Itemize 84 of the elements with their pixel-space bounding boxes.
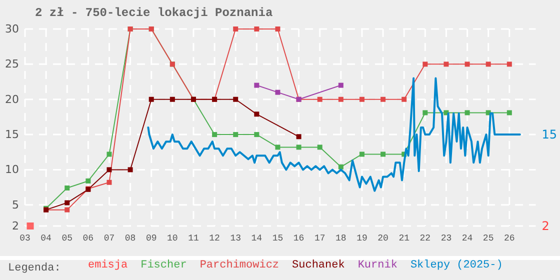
point — [233, 132, 238, 138]
point — [317, 96, 322, 102]
line-series — [147, 77, 521, 192]
point — [254, 82, 260, 88]
x-tick-label: 10 — [167, 234, 178, 244]
point — [64, 200, 70, 206]
x-tick-label: 20 — [378, 234, 388, 244]
x-tick-label: 24 — [462, 234, 473, 244]
point — [380, 152, 386, 157]
y-tick-label: 10 — [5, 163, 19, 176]
point — [317, 144, 322, 150]
point — [380, 96, 386, 102]
point — [338, 82, 344, 88]
y-tick-label: 20 — [5, 92, 19, 106]
point — [106, 152, 112, 157]
point — [254, 132, 260, 138]
x-tick-label: 03 — [20, 234, 30, 244]
x-tick-label: 18 — [336, 234, 346, 244]
x-tick-label: 22 — [420, 234, 431, 244]
point — [296, 144, 302, 150]
point — [359, 96, 364, 102]
x-tick-label: 17 — [314, 234, 326, 244]
point — [506, 62, 512, 67]
y2-tick-label: 15 — [542, 128, 558, 142]
text: Kurnik — [358, 260, 398, 272]
point — [233, 96, 238, 102]
x-tick-label: 23 — [440, 234, 452, 244]
x-tick-label: 05 — [62, 234, 73, 244]
y-tick-label: 5 — [12, 198, 19, 212]
text: emisja — [88, 260, 128, 272]
x-tick-label: 16 — [293, 234, 304, 244]
point — [422, 110, 428, 116]
point — [106, 180, 112, 185]
point — [64, 186, 70, 191]
point — [464, 110, 470, 116]
point — [26, 222, 34, 230]
text: Suchanek — [292, 260, 346, 272]
y-tick-label: 2 — [12, 220, 19, 232]
point — [64, 207, 70, 212]
x-tick-label: 11 — [188, 234, 199, 244]
point — [464, 62, 470, 67]
x-tick-label: 13 — [230, 234, 242, 244]
point — [148, 96, 154, 102]
point — [402, 96, 407, 102]
point — [359, 152, 364, 157]
y-tick-label: 30 — [5, 22, 19, 36]
chart-title: 2 zł - 750-lecie lokacji Poznania — [35, 6, 273, 20]
x-tick-label: 08 — [124, 234, 136, 244]
y-tick-label: 25 — [5, 58, 19, 71]
point — [338, 164, 344, 170]
x-tick-label: 04 — [40, 234, 52, 244]
point — [486, 62, 491, 67]
point — [86, 178, 91, 184]
x-tick-label: 21 — [398, 234, 410, 244]
x-tick-label: 19 — [356, 234, 368, 244]
x-tick-label: 09 — [146, 234, 157, 244]
point — [275, 90, 280, 95]
point — [422, 62, 428, 67]
point — [233, 26, 238, 32]
x-tick-label: 15 — [272, 234, 284, 244]
point — [170, 96, 175, 102]
text: Fischer — [140, 260, 187, 272]
x-tick-label: 26 — [504, 234, 515, 244]
point — [275, 144, 280, 150]
x-tick-label: 14 — [251, 234, 262, 244]
legend-title: Legenda: — [8, 262, 61, 274]
point — [444, 62, 449, 67]
point — [275, 26, 280, 32]
x-tick-label: 12 — [209, 234, 220, 244]
text: Parchimowicz — [200, 260, 280, 272]
y2-tick-label: 2 — [542, 219, 550, 233]
x-tick-label: 06 — [82, 234, 94, 244]
point — [254, 26, 260, 32]
point — [106, 167, 112, 172]
point — [338, 96, 344, 102]
text: Sklepy (2025-) — [410, 260, 503, 272]
point — [296, 134, 302, 140]
x-tick-label: 07 — [104, 234, 115, 244]
point — [212, 132, 218, 138]
point — [254, 112, 260, 117]
y-tick-label: 15 — [5, 128, 19, 142]
x-tick-label: 25 — [482, 234, 494, 244]
point — [506, 110, 512, 116]
point — [128, 167, 133, 172]
